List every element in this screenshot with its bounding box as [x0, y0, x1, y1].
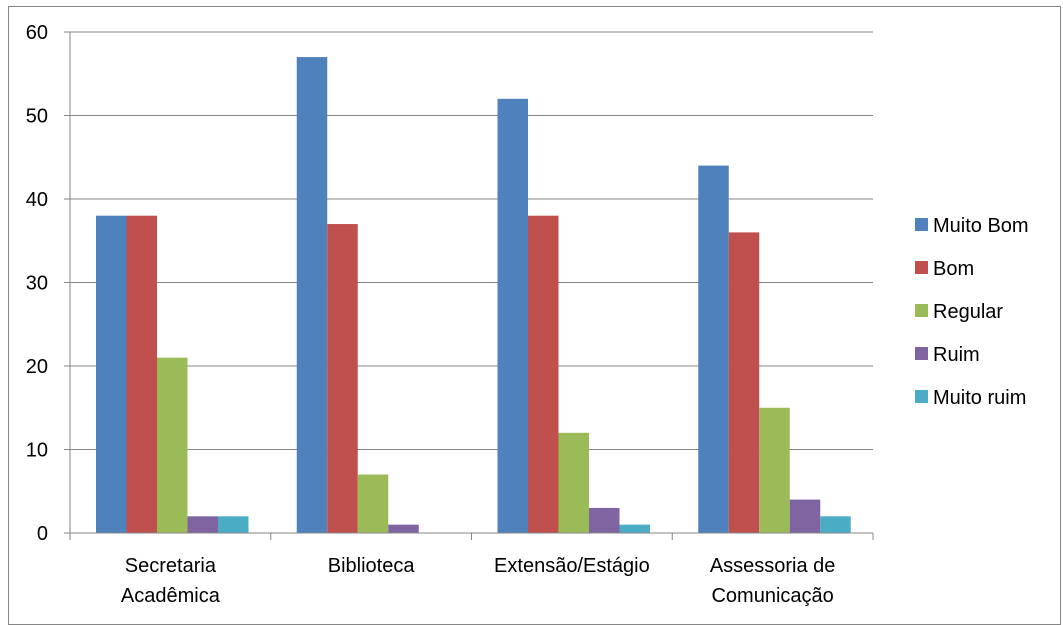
bar-bom: [126, 215, 157, 533]
y-tick-label: 30: [26, 273, 48, 295]
y-tick-label: 20: [26, 356, 48, 378]
bar-regular: [558, 432, 589, 533]
bar-ruim: [187, 516, 218, 533]
bar-muito-bom: [296, 57, 328, 534]
bar-ruim: [388, 524, 419, 533]
legend-swatch: [915, 304, 928, 317]
legend-swatch: [915, 390, 928, 403]
y-tick-labels: 0 10 20 30 40 50 60: [26, 22, 48, 545]
legend: Muito Bom Bom Regular Ruim Muito ruim: [915, 215, 1029, 409]
legend-label: Muito ruim: [933, 387, 1026, 409]
y-tick-label: 10: [26, 440, 48, 462]
x-category-labels: Secretaria Acadêmica Biblioteca Extensão/Es…: [121, 555, 836, 607]
legend-label: Muito Bom: [933, 215, 1029, 237]
bar-bom: [728, 232, 760, 533]
bar-ruim: [789, 499, 821, 533]
x-category-label: Comunicação: [711, 585, 833, 607]
bar-muito-bom: [698, 165, 729, 533]
legend-swatch: [915, 261, 928, 274]
bar-muito-ruim: [820, 516, 851, 533]
legend-label: Bom: [933, 258, 974, 280]
bars: [96, 57, 851, 534]
legend-label: Ruim: [933, 344, 980, 366]
x-category-label: Biblioteca: [328, 555, 416, 577]
bar-bom: [528, 215, 559, 533]
legend-swatch: [915, 347, 928, 360]
bar-regular: [357, 474, 389, 533]
bar-muito-bom: [96, 215, 127, 533]
legend-label: Regular: [933, 301, 1003, 323]
x-category-label: Extensão/Estágio: [494, 555, 650, 577]
axes: [64, 31, 874, 540]
x-category-label: Secretaria: [125, 555, 217, 577]
y-tick-label: 60: [26, 22, 48, 44]
x-category-label: Assessoria de: [710, 555, 836, 577]
y-tick-label: 0: [37, 523, 48, 545]
x-category-label: Acadêmica: [121, 585, 221, 607]
legend-swatch: [915, 218, 928, 231]
bar-regular: [157, 357, 188, 533]
y-tick-label: 40: [26, 189, 48, 211]
bar-regular: [759, 407, 790, 533]
bar-ruim: [589, 507, 620, 533]
bar-muito-bom: [497, 98, 528, 534]
bar-muito-ruim: [218, 516, 249, 533]
bar-muito-ruim: [619, 524, 650, 533]
bar-bom: [327, 224, 358, 534]
y-tick-label: 50: [26, 106, 48, 128]
